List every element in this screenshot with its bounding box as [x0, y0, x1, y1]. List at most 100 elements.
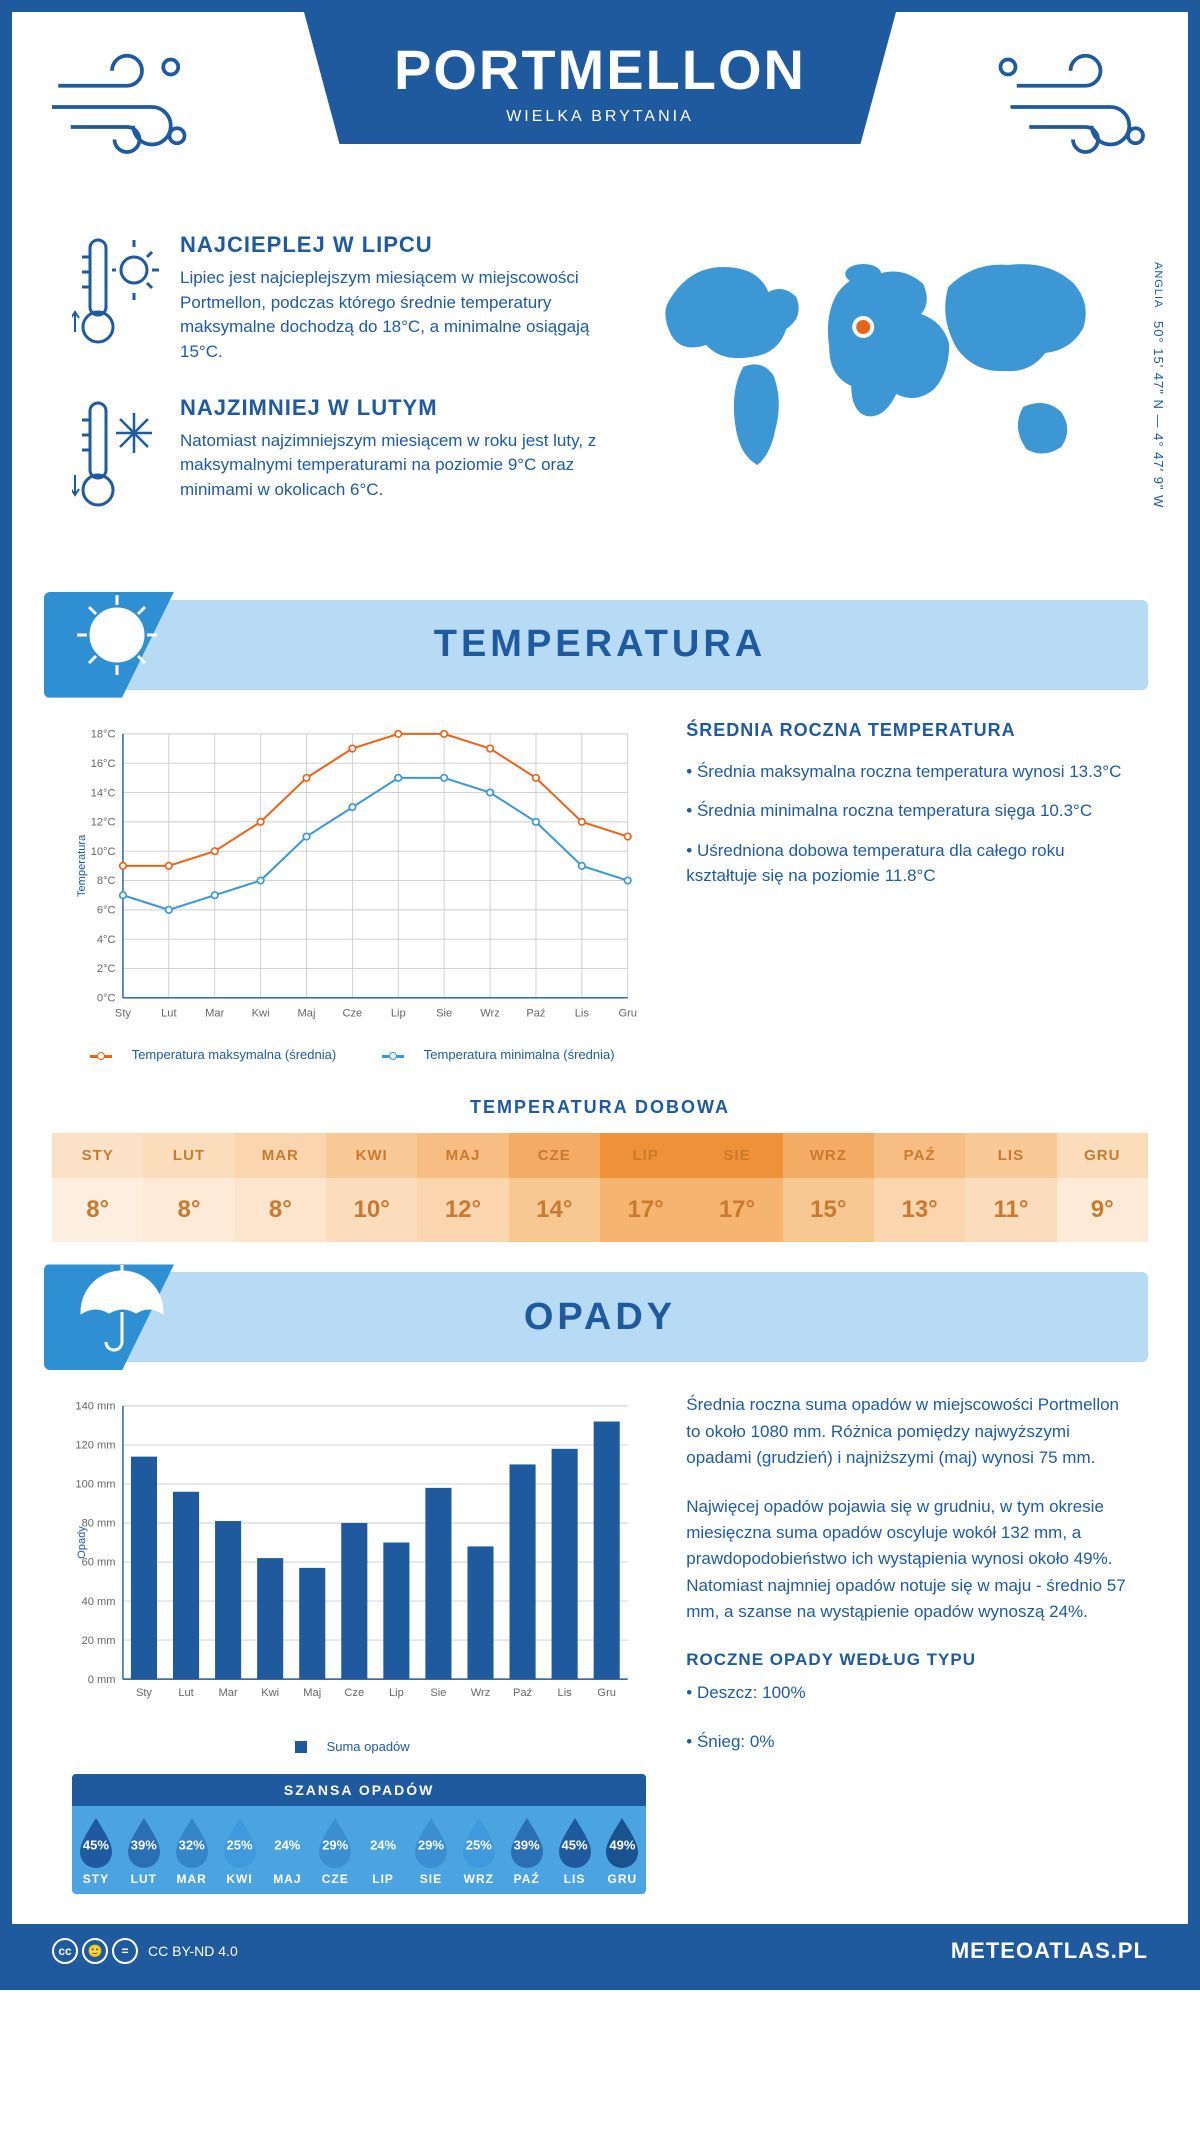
daily-col: MAJ 12°	[417, 1133, 508, 1242]
daily-temp-table: STY 8° LUT 8° MAR 8° KWI 10° MAJ 12° CZE…	[52, 1133, 1148, 1242]
raindrop-icon: 29%	[314, 1816, 356, 1868]
svg-text:120 mm: 120 mm	[75, 1440, 115, 1452]
svg-text:Gru: Gru	[597, 1687, 616, 1699]
chance-month: KWI	[216, 1872, 264, 1886]
country-subtitle: WIELKA BRYTANIA	[394, 108, 806, 126]
svg-text:0 mm: 0 mm	[88, 1674, 116, 1686]
location-title: PORTMELLON	[394, 37, 806, 102]
chance-value: 25%	[219, 1837, 261, 1852]
temperature-row: 0°C2°C4°C6°C8°C10°C12°C14°C16°C18°CStyLu…	[12, 720, 1188, 1063]
chance-value: 39%	[506, 1837, 548, 1852]
map-column: ANGLIA 50° 15' 47" N — 4° 47' 9" W	[628, 232, 1128, 550]
chance-month: GRU	[598, 1872, 646, 1886]
chance-col: 25% KWI	[216, 1806, 264, 1894]
daily-col: KWI 10°	[326, 1133, 417, 1242]
precip-chart-column: 0 mm20 mm40 mm60 mm80 mm100 mm120 mm140 …	[72, 1392, 646, 1893]
svg-text:Wrz: Wrz	[471, 1687, 491, 1699]
daily-col: LUT 8°	[143, 1133, 234, 1242]
svg-text:Paź: Paź	[513, 1687, 532, 1699]
temp-b1: • Średnia maksymalna roczna temperatura …	[686, 759, 1128, 785]
daily-col: MAR 8°	[235, 1133, 326, 1242]
svg-text:18°C: 18°C	[91, 728, 116, 740]
svg-text:Wrz: Wrz	[480, 1007, 500, 1019]
section-banner-temperature: TEMPERATURA	[52, 600, 1148, 690]
daily-col: GRU 9°	[1057, 1133, 1148, 1242]
nd-icon: =	[112, 1938, 138, 1964]
chance-month: LIS	[551, 1872, 599, 1886]
precip-legend: Suma opadów	[327, 1739, 410, 1754]
chance-col: 39% LUT	[120, 1806, 168, 1894]
fact-coldest: NAJZIMNIEJ W LUTYM Natomiast najzimniejs…	[72, 395, 598, 520]
svg-text:Kwi: Kwi	[261, 1687, 279, 1699]
by-icon: 🙂	[82, 1938, 108, 1964]
fact-warm-title: NAJCIEPLEJ W LIPCU	[180, 232, 598, 258]
svg-text:Temperatura: Temperatura	[76, 833, 88, 896]
svg-text:0°C: 0°C	[97, 992, 116, 1004]
location-marker	[854, 318, 872, 336]
chance-value: 29%	[314, 1837, 356, 1852]
chance-month: MAJ	[263, 1872, 311, 1886]
intro-row: NAJCIEPLEJ W LIPCU Lipiec jest najcieple…	[12, 222, 1188, 580]
svg-text:6°C: 6°C	[97, 904, 116, 916]
daily-col: SIE 17°	[691, 1133, 782, 1242]
svg-text:Sty: Sty	[136, 1687, 152, 1699]
svg-text:Lip: Lip	[389, 1687, 404, 1699]
chance-value: 24%	[362, 1837, 404, 1852]
raindrop-icon: 25%	[219, 1816, 261, 1868]
daily-col: LIS 11°	[965, 1133, 1056, 1242]
chance-value: 32%	[171, 1837, 213, 1852]
svg-text:Lut: Lut	[161, 1007, 176, 1019]
svg-text:Lut: Lut	[178, 1687, 193, 1699]
fact-warmest: NAJCIEPLEJ W LIPCU Lipiec jest najcieple…	[72, 232, 598, 365]
thermometer-snow-icon	[72, 395, 162, 520]
svg-text:Maj: Maj	[298, 1007, 316, 1019]
raindrop-icon: 49%	[601, 1816, 643, 1868]
raindrop-icon: 45%	[75, 1816, 117, 1868]
chance-col: 25% WRZ	[455, 1806, 503, 1894]
svg-text:4°C: 4°C	[97, 933, 116, 945]
svg-text:Sty: Sty	[115, 1007, 131, 1019]
precip-t2: • Śnieg: 0%	[686, 1729, 1128, 1755]
svg-text:Gru: Gru	[618, 1007, 637, 1019]
daily-col: CZE 14°	[509, 1133, 600, 1242]
svg-text:10°C: 10°C	[91, 845, 116, 857]
chance-col: 49% GRU	[598, 1806, 646, 1894]
svg-text:14°C: 14°C	[91, 787, 116, 799]
sun-icon	[67, 585, 167, 685]
svg-text:Lis: Lis	[558, 1687, 573, 1699]
daily-col: PAŹ 13°	[874, 1133, 965, 1242]
svg-text:Maj: Maj	[303, 1687, 321, 1699]
svg-text:Mar: Mar	[219, 1687, 238, 1699]
section-banner-precip: OPADY	[52, 1272, 1148, 1362]
raindrop-icon: 25%	[458, 1816, 500, 1868]
raindrop-icon: 32%	[171, 1816, 213, 1868]
temp-summary-title: ŚREDNIA ROCZNA TEMPERATURA	[686, 720, 1128, 741]
chance-value: 29%	[410, 1837, 452, 1852]
cc-icons: cc 🙂 =	[52, 1938, 138, 1964]
section-title-temp: TEMPERATURA	[52, 623, 1148, 666]
fact-cold-text: Natomiast najzimniejszym miesiącem w rok…	[180, 429, 598, 503]
svg-text:40 mm: 40 mm	[82, 1596, 116, 1608]
chance-value: 24%	[266, 1837, 308, 1852]
svg-text:16°C: 16°C	[91, 757, 116, 769]
precip-summary: Średnia roczna suma opadów w miejscowośc…	[686, 1392, 1128, 1893]
svg-text:100 mm: 100 mm	[75, 1479, 115, 1491]
svg-text:Mar: Mar	[205, 1007, 224, 1019]
chance-col: 29% CZE	[311, 1806, 359, 1894]
temperature-summary: ŚREDNIA ROCZNA TEMPERATURA • Średnia mak…	[686, 720, 1128, 1063]
chance-title: SZANSA OPADÓW	[72, 1774, 646, 1806]
raindrop-icon: 39%	[123, 1816, 165, 1868]
svg-text:20 mm: 20 mm	[82, 1635, 116, 1647]
raindrop-icon: 45%	[554, 1816, 596, 1868]
region-label: ANGLIA	[1152, 262, 1164, 308]
raindrop-icon: 39%	[506, 1816, 548, 1868]
temp-chart-legend: Temperatura maksymalna (średnia) Tempera…	[72, 1047, 646, 1062]
svg-text:Opady: Opady	[76, 1526, 88, 1559]
svg-text:Cze: Cze	[342, 1007, 362, 1019]
coordinates: ANGLIA 50° 15' 47" N — 4° 47' 9" W	[1151, 262, 1166, 508]
svg-text:Sie: Sie	[430, 1687, 446, 1699]
umbrella-icon	[67, 1257, 167, 1357]
daily-col: STY 8°	[52, 1133, 143, 1242]
precip-bar-chart: 0 mm20 mm40 mm60 mm80 mm100 mm120 mm140 …	[72, 1392, 646, 1725]
legend-min: Temperatura minimalna (średnia)	[424, 1047, 615, 1062]
